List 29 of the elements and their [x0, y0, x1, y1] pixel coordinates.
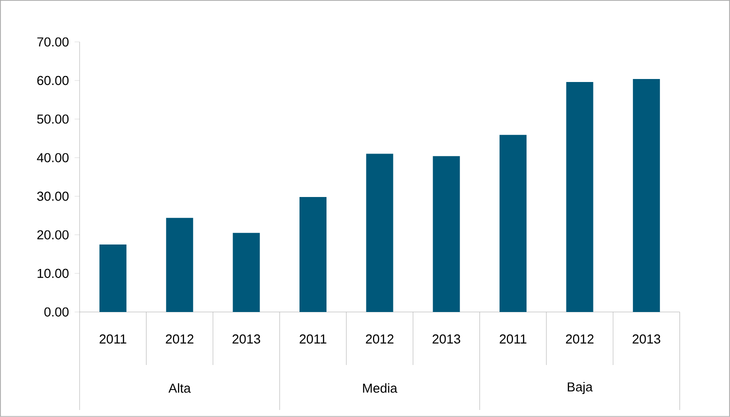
bar [166, 218, 194, 312]
x-tick-label: 2013 [232, 334, 260, 344]
x-tick-label: 2011 [300, 334, 326, 344]
x-tick-label: 2012 [166, 334, 194, 344]
bar [632, 79, 660, 312]
x-tick-label: 2013 [432, 334, 460, 344]
bar [366, 154, 394, 312]
bar [566, 82, 594, 312]
x-tick-label: 2011 [100, 334, 126, 344]
x-tick-label: 2013 [632, 334, 660, 344]
text: Baja [568, 382, 593, 394]
text: Media [363, 383, 398, 393]
y-tick-label: 0.00 [44, 307, 69, 317]
x-tick-label: 2011 [500, 334, 526, 344]
bar [299, 197, 326, 312]
x-tick-label: 2012 [566, 334, 594, 344]
y-tick-label: 60.00 [37, 76, 69, 86]
bar [500, 134, 527, 312]
y-tick-label: 20.00 [37, 230, 69, 240]
bar [99, 244, 126, 312]
text: Alta [168, 383, 191, 393]
bar [432, 156, 460, 312]
y-tick-label: 50.00 [37, 114, 69, 124]
x-tick-label: 2012 [366, 334, 394, 344]
bar [232, 232, 260, 312]
y-tick-label: 40.00 [36, 153, 69, 162]
y-tick-label: 30.00 [37, 192, 69, 201]
y-tick-label: 10.00 [38, 268, 69, 278]
y-tick-label: 70.00 [37, 37, 69, 47]
